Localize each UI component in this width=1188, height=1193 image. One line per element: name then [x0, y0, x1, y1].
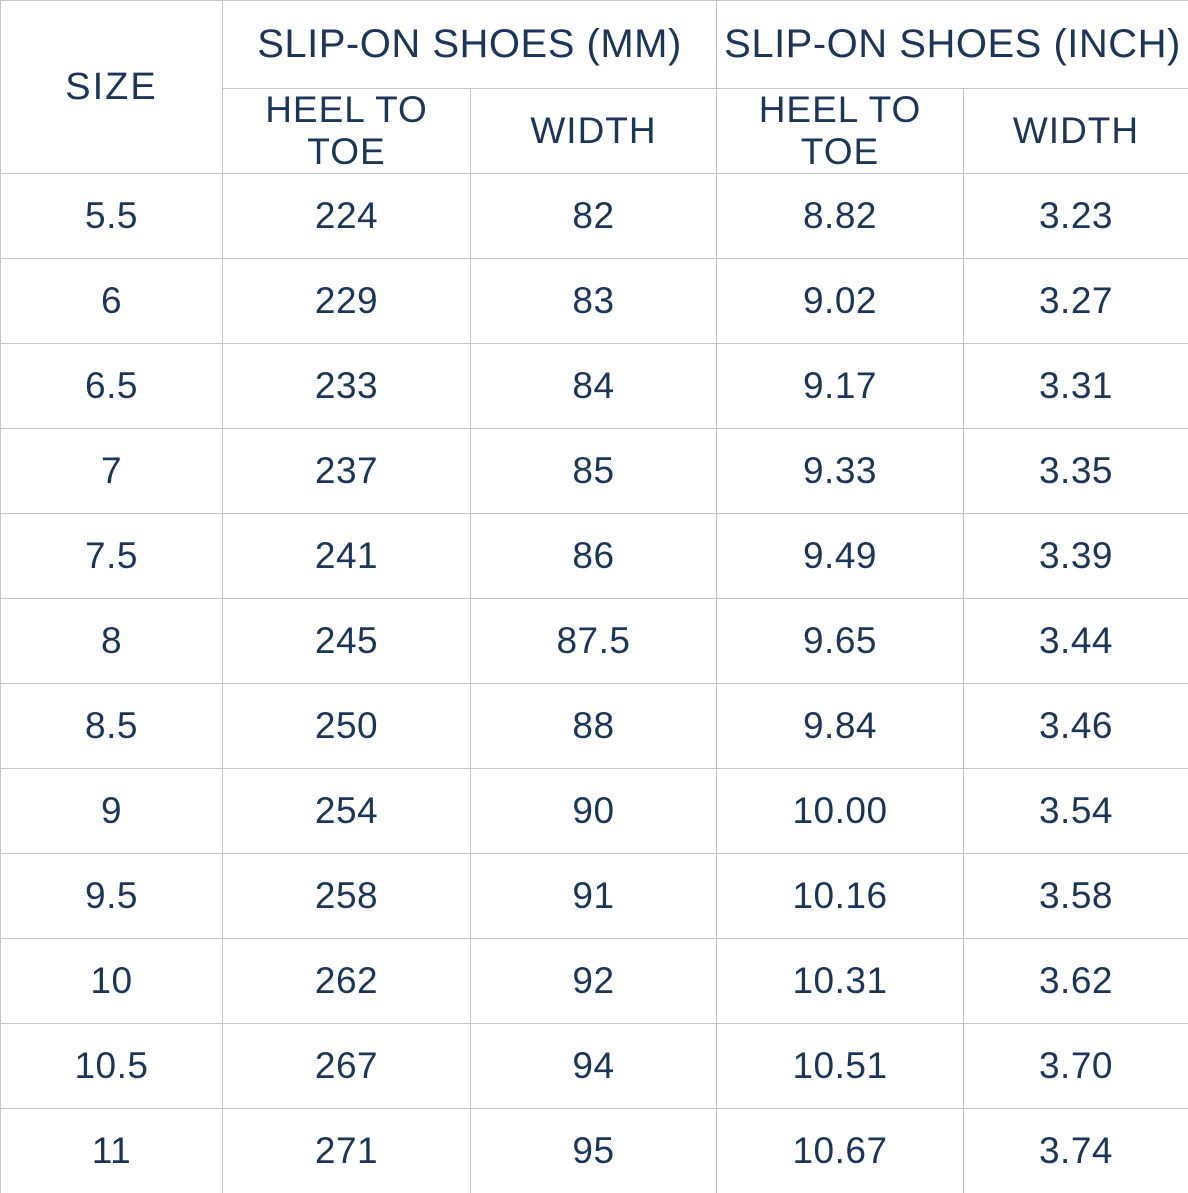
mm-width-cell: 92: [470, 938, 717, 1024]
inch-width-cell: 3.46: [963, 683, 1188, 769]
table-row: 9.5 258 91 10.16 3.58: [0, 853, 1188, 939]
size-cell: 6: [0, 258, 223, 344]
table-row: 5.5 224 82 8.82 3.23: [0, 173, 1188, 259]
size-cell: 8: [0, 598, 223, 684]
inch-heel-to-toe-cell: 10.00: [716, 768, 964, 854]
size-cell: 7: [0, 428, 223, 514]
size-cell: 6.5: [0, 343, 223, 429]
size-cell: 10.5: [0, 1023, 223, 1109]
table-row: 7.5 241 86 9.49 3.39: [0, 513, 1188, 599]
inch-heel-to-toe-cell: 9.33: [716, 428, 964, 514]
inch-width-cell: 3.31: [963, 343, 1188, 429]
size-cell: 9: [0, 768, 223, 854]
mm-width-cell: 87.5: [470, 598, 717, 684]
inch-width-cell: 3.62: [963, 938, 1188, 1024]
size-cell: 7.5: [0, 513, 223, 599]
mm-heel-to-toe-cell: 229: [222, 258, 471, 344]
mm-width-cell: 86: [470, 513, 717, 599]
mm-width-cell: 85: [470, 428, 717, 514]
size-cell: 8.5: [0, 683, 223, 769]
inch-width-cell: 3.27: [963, 258, 1188, 344]
mm-width-cell: 83: [470, 258, 717, 344]
inch-heel-to-toe-cell: 9.49: [716, 513, 964, 599]
size-cell: 11: [0, 1108, 223, 1193]
column-header-mm-heel-to-toe: HEEL TO TOE: [222, 88, 471, 174]
mm-heel-to-toe-cell: 262: [222, 938, 471, 1024]
table-row: 6 229 83 9.02 3.27: [0, 258, 1188, 344]
inch-width-cell: 3.44: [963, 598, 1188, 684]
size-cell: 9.5: [0, 853, 223, 939]
column-header-size: SIZE: [0, 0, 223, 174]
mm-heel-to-toe-cell: 233: [222, 343, 471, 429]
mm-heel-to-toe-cell: 245: [222, 598, 471, 684]
table-row: 8 245 87.5 9.65 3.44: [0, 598, 1188, 684]
table-row: 10 262 92 10.31 3.62: [0, 938, 1188, 1024]
inch-width-cell: 3.70: [963, 1023, 1188, 1109]
size-cell: 10: [0, 938, 223, 1024]
mm-width-cell: 88: [470, 683, 717, 769]
column-header-mm-width: WIDTH: [470, 88, 717, 174]
mm-heel-to-toe-cell: 250: [222, 683, 471, 769]
mm-heel-to-toe-cell: 267: [222, 1023, 471, 1109]
table-row: 10.5 267 94 10.51 3.70: [0, 1023, 1188, 1109]
column-header-inch-width: WIDTH: [963, 88, 1188, 174]
table-row: 7 237 85 9.33 3.35: [0, 428, 1188, 514]
mm-heel-to-toe-cell: 224: [222, 173, 471, 259]
inch-heel-to-toe-cell: 10.67: [716, 1108, 964, 1193]
inch-heel-to-toe-cell: 9.02: [716, 258, 964, 344]
header-sub-row: HEEL TO TOE WIDTH HEEL TO TOE WIDTH: [1, 88, 1188, 174]
mm-heel-to-toe-cell: 271: [222, 1108, 471, 1193]
mm-width-cell: 94: [470, 1023, 717, 1109]
inch-heel-to-toe-cell: 9.84: [716, 683, 964, 769]
mm-heel-to-toe-cell: 254: [222, 768, 471, 854]
mm-heel-to-toe-cell: 258: [222, 853, 471, 939]
inch-width-cell: 3.39: [963, 513, 1188, 599]
table-row: 9 254 90 10.00 3.54: [0, 768, 1188, 854]
table-row: 6.5 233 84 9.17 3.31: [0, 343, 1188, 429]
table-row: 8.5 250 88 9.84 3.46: [0, 683, 1188, 769]
inch-heel-to-toe-cell: 8.82: [716, 173, 964, 259]
column-header-inch-heel-to-toe: HEEL TO TOE: [716, 88, 964, 174]
inch-width-cell: 3.23: [963, 173, 1188, 259]
inch-width-cell: 3.54: [963, 768, 1188, 854]
mm-width-cell: 84: [470, 343, 717, 429]
inch-width-cell: 3.74: [963, 1108, 1188, 1193]
column-group-header-inch: SLIP-ON SHOES (INCH): [716, 0, 1188, 89]
table-row: 11 271 95 10.67 3.74: [0, 1108, 1188, 1193]
mm-heel-to-toe-cell: 237: [222, 428, 471, 514]
mm-width-cell: 91: [470, 853, 717, 939]
header-group-row: SIZE SLIP-ON SHOES (MM) SLIP-ON SHOES (I…: [0, 0, 1188, 174]
mm-width-cell: 90: [470, 768, 717, 854]
inch-heel-to-toe-cell: 10.51: [716, 1023, 964, 1109]
mm-heel-to-toe-cell: 241: [222, 513, 471, 599]
inch-width-cell: 3.35: [963, 428, 1188, 514]
size-cell: 5.5: [0, 173, 223, 259]
mm-width-cell: 82: [470, 173, 717, 259]
mm-width-cell: 95: [470, 1108, 717, 1193]
inch-heel-to-toe-cell: 10.31: [716, 938, 964, 1024]
inch-heel-to-toe-cell: 10.16: [716, 853, 964, 939]
inch-heel-to-toe-cell: 9.17: [716, 343, 964, 429]
inch-width-cell: 3.58: [963, 853, 1188, 939]
inch-heel-to-toe-cell: 9.65: [716, 598, 964, 684]
column-group-header-mm: SLIP-ON SHOES (MM): [222, 0, 717, 89]
